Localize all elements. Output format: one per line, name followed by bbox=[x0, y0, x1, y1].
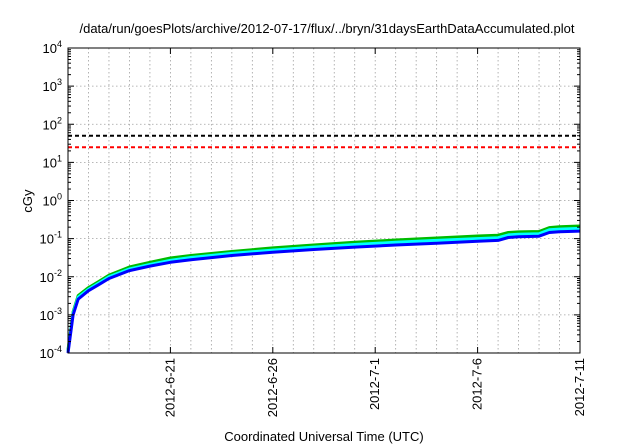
x-tick-label: 2012-7-11 bbox=[572, 358, 587, 416]
x-axis-label: Coordinated Universal Time (UTC) bbox=[224, 429, 423, 444]
grid bbox=[68, 48, 580, 353]
x-tick-label: 2012-7-6 bbox=[470, 358, 485, 410]
reference-lines bbox=[68, 134, 580, 149]
y-tick-label: 100 bbox=[43, 192, 62, 209]
axis-ticks bbox=[68, 47, 581, 354]
chart-title: /data/run/goesPlots/archive/2012-07-17/f… bbox=[79, 21, 574, 36]
x-tick-label: 2012-6-26 bbox=[265, 358, 280, 417]
series-line bbox=[66, 229, 581, 354]
series-line bbox=[66, 226, 581, 352]
series-layer bbox=[66, 224, 581, 354]
x-tick-label: 2012-7-1 bbox=[367, 358, 382, 410]
x-tick-label: 2012-6-21 bbox=[162, 358, 177, 417]
y-tick-label: 10-3 bbox=[40, 306, 62, 323]
y-tick-label: 10-1 bbox=[40, 230, 62, 247]
y-tick-label: 101 bbox=[43, 153, 62, 170]
x-tick-labels: 2012-6-21 2012-6-26 2012-7-1 2012-7-6 2012-7… bbox=[162, 358, 587, 417]
series-line bbox=[66, 224, 581, 351]
y-tick-label: 10-2 bbox=[40, 268, 62, 285]
y-tick-labels: 10-4 10-3 10-2 10-1 100 101 102 103 104 bbox=[40, 39, 62, 361]
y-axis-label: cGy bbox=[20, 189, 35, 213]
y-tick-label: 103 bbox=[43, 77, 62, 94]
y-tick-label: 102 bbox=[43, 115, 62, 132]
y-tick-label: 10-4 bbox=[40, 344, 62, 361]
y-tick-label: 104 bbox=[43, 39, 62, 56]
